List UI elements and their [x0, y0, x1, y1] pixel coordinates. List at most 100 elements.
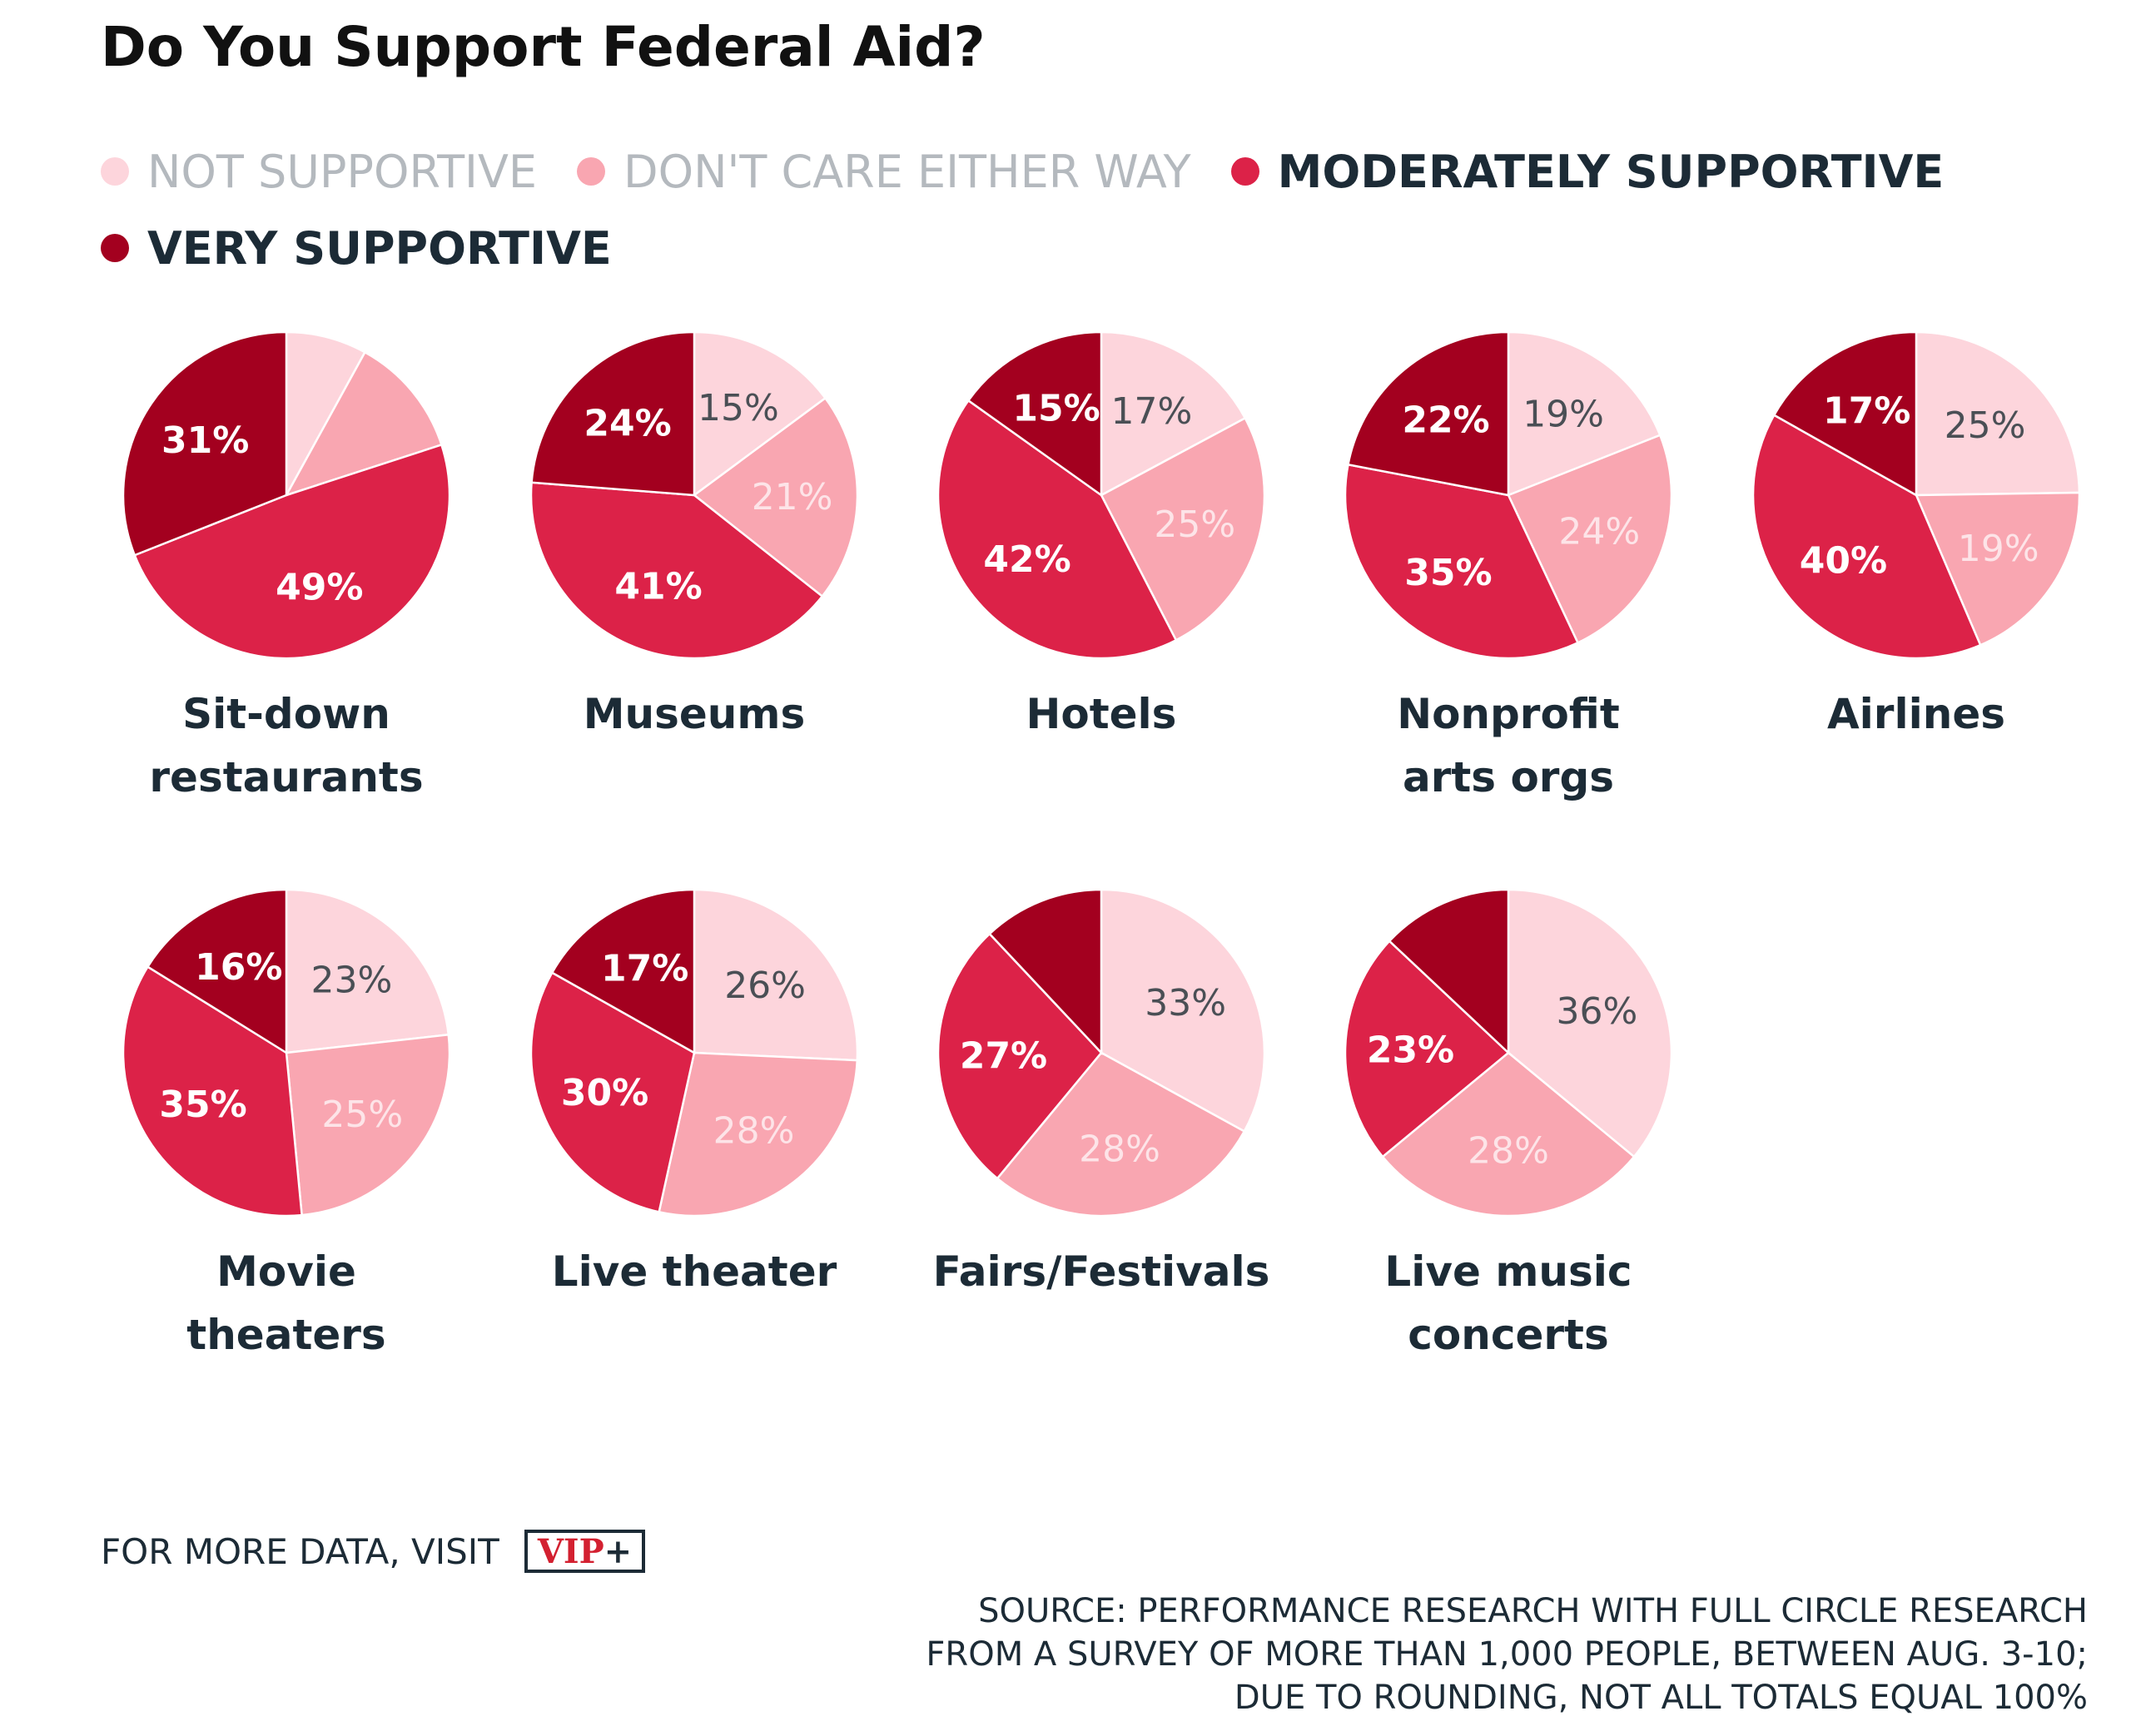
legend-item-moderately-supportive: MODERATELY SUPPORTIVE: [1230, 145, 1945, 198]
slice-value-label: 25%: [321, 1094, 403, 1136]
pie-category-label: Live music: [1384, 1247, 1632, 1296]
legend-label-not-supportive: NOT SUPPORTIVE: [147, 145, 538, 198]
pie-slice-not-supportive: [1100, 888, 1266, 1133]
pie-slice-very-supportive: [1388, 888, 1510, 1055]
pie-slice-very-supportive: [966, 330, 1103, 498]
legend-swatch-moderately-supportive: [1230, 157, 1259, 186]
source-line: DUE TO ROUNDING, NOT ALL TOTALS EQUAL 10…: [1234, 1679, 2088, 1717]
page-title: Do You Support Federal Aid?: [101, 15, 986, 79]
pie-slice-very-supportive: [530, 330, 696, 497]
slice-value-label: 21%: [752, 476, 833, 518]
more-data-text: FOR MORE DATA, VISIT: [101, 1530, 499, 1572]
legend-item-not-supportive: NOT SUPPORTIVE: [101, 146, 537, 198]
pie-slice-dont-care: [284, 350, 443, 498]
chart-legend: NOT SUPPORTIVE DON'T CARE EITHER WAY MOD…: [101, 133, 2015, 286]
pie-slice-moderately-supportive: [936, 399, 1178, 660]
legend-swatch-dont-care: [577, 157, 606, 186]
pie-category-label: Airlines: [1827, 690, 2005, 738]
pie-slice-dont-care: [658, 1051, 859, 1218]
pie-chart: 23% 25% 35% 16% Movie theaters: [122, 888, 451, 1359]
pie-chart: 49% 31% Sit-down restaurants: [122, 330, 451, 801]
pie-slice-very-supportive: [1772, 330, 1918, 498]
vip-logo-plus: +: [604, 1531, 633, 1571]
pie-category-label: concerts: [1408, 1311, 1608, 1359]
slice-value-label: 27%: [960, 1035, 1047, 1078]
legend-item-dont-care: DON'T CARE EITHER WAY: [577, 146, 1191, 198]
slice-value-label: 35%: [1404, 552, 1492, 594]
slice-value-label: 28%: [1468, 1130, 1549, 1173]
pie-slice-dont-care: [1100, 416, 1266, 642]
slice-value-label: 49%: [276, 567, 363, 609]
pie-slice-moderately-supportive: [529, 971, 696, 1213]
slice-value-label: 25%: [1945, 404, 2026, 447]
legend-row-1: NOT SUPPORTIVE DON'T CARE EITHER WAY MOD…: [101, 133, 2015, 210]
pie-category-label: Fairs/Festivals: [933, 1247, 1270, 1296]
slice-value-label: 35%: [159, 1084, 246, 1126]
pie-slice-moderately-supportive: [133, 443, 451, 660]
pie-charts-grid: 49% 31% Sit-down restaurants 15% 21% 41% 24% Mus…: [122, 330, 2081, 1359]
slice-value-label: 19%: [1958, 528, 2039, 570]
pie-slice-dont-care: [1915, 491, 2081, 647]
slice-value-label: 16%: [195, 946, 282, 989]
slice-value-label: 41%: [614, 566, 702, 608]
pie-chart: 17% 25% 42% 15% Hotels: [936, 330, 1266, 738]
slice-value-label: 28%: [713, 1109, 795, 1152]
pie-chart: 36% 28% 23% Live music concerts: [1344, 888, 1673, 1359]
pie-category-label: arts orgs: [1403, 753, 1614, 801]
slice-value-label: 15%: [698, 387, 779, 429]
pie-slice-moderately-supportive: [1344, 463, 1580, 660]
pie-slice-dont-care: [285, 1033, 451, 1217]
pie-slice-dont-care: [1381, 1051, 1636, 1218]
pie-chart: 25% 19% 40% 17% Airlines: [1751, 330, 2081, 738]
legend-swatch-very-supportive: [101, 234, 129, 262]
pie-chart: 15% 21% 41% 24% Museums: [529, 330, 859, 738]
legend-label-moderately-supportive: MODERATELY SUPPORTIVE: [1277, 145, 1945, 198]
vip-plus-logo[interactable]: VIP +: [524, 1530, 646, 1573]
pie-slice-not-supportive: [285, 330, 367, 496]
pie-slice-very-supportive: [988, 888, 1103, 1056]
slice-value-label: 17%: [1111, 390, 1193, 433]
slice-value-label: 24%: [584, 403, 671, 445]
pie-slice-dont-care: [692, 396, 859, 598]
pie-slice-not-supportive: [285, 888, 450, 1054]
slice-value-label: 25%: [1154, 503, 1235, 546]
pie-slice-moderately-supportive: [1344, 940, 1510, 1158]
pie-slice-not-supportive: [1100, 330, 1247, 498]
pie-slice-very-supportive: [1347, 330, 1510, 497]
pie-category-label: Museums: [584, 690, 805, 738]
pie-slice-moderately-supportive: [122, 965, 303, 1218]
pie-category-label: theaters: [186, 1311, 385, 1359]
pie-slice-not-supportive: [693, 330, 827, 498]
pie-chart: 19% 24% 35% 22% Nonprofit arts orgs: [1344, 330, 1673, 801]
slice-value-label: 24%: [1558, 510, 1640, 553]
slice-value-label: 19%: [1522, 394, 1604, 436]
legend-swatch-not-supportive: [101, 157, 129, 186]
vip-logo-text: VIP: [537, 1531, 604, 1571]
more-data-line: FOR MORE DATA, VISIT VIP +: [101, 1530, 646, 1573]
pie-category-label: Hotels: [1026, 690, 1177, 738]
legend-item-very-supportive: VERY SUPPORTIVE: [101, 222, 612, 275]
slice-value-label: 40%: [1800, 540, 1887, 583]
pie-slice-not-supportive: [1915, 330, 2081, 497]
pie-slice-not-supportive: [693, 888, 859, 1062]
pie-slice-dont-care: [1507, 434, 1673, 645]
pie-slice-not-supportive: [1507, 330, 1662, 497]
pie-slice-very-supportive: [550, 888, 696, 1055]
pie-category-label: Live theater: [552, 1247, 837, 1296]
slice-value-label: 23%: [311, 959, 393, 1001]
legend-label-dont-care: DON'T CARE EITHER WAY: [623, 145, 1191, 198]
slice-value-label: 22%: [1402, 399, 1489, 441]
pie-slice-very-supportive: [146, 888, 288, 1055]
legend-row-2: VERY SUPPORTIVE: [101, 210, 2015, 286]
pie-slice-dont-care: [996, 1051, 1246, 1218]
source-note: SOURCE: PERFORMANCE RESEARCH WITH FULL C…: [926, 1590, 2088, 1719]
pie-category-label: Nonprofit: [1397, 690, 1620, 738]
slice-value-label: 30%: [561, 1072, 648, 1114]
pie-chart: 26% 28% 30% 17% Live theater: [529, 888, 859, 1296]
legend-label-very-supportive: VERY SUPPORTIVE: [147, 221, 612, 275]
slice-value-label: 28%: [1079, 1128, 1160, 1171]
pie-chart: 33% 28% 27% Fairs/Festivals: [933, 888, 1270, 1296]
pie-slice-very-supportive: [122, 330, 288, 557]
pie-category-label: Sit-down: [182, 690, 390, 738]
slice-value-label: 17%: [1823, 390, 1910, 433]
